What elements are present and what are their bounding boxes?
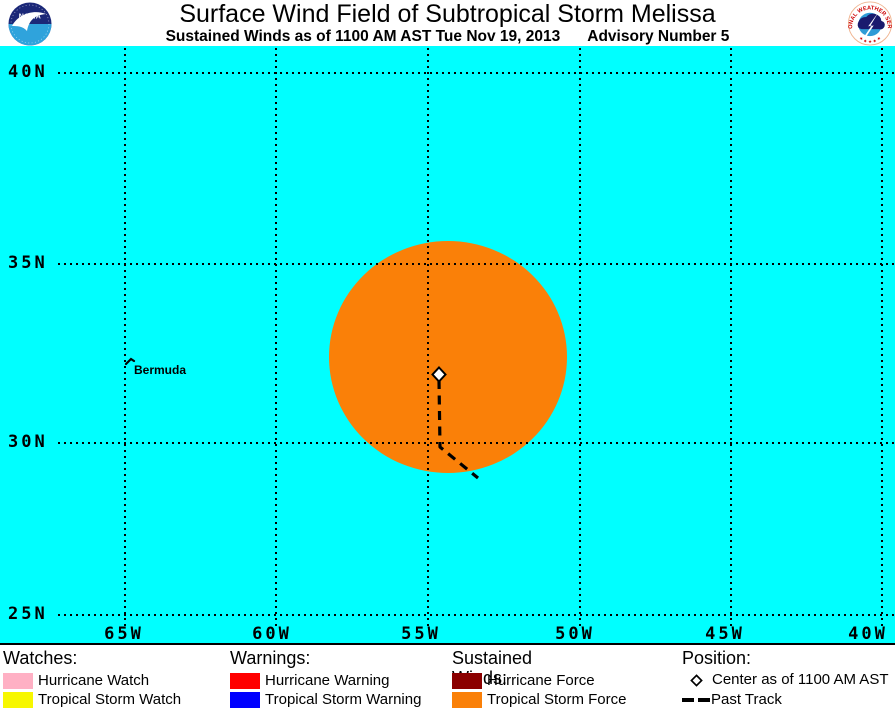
longitude-gridline-50W	[579, 48, 581, 628]
center-position-label: Center as of 1100 AM AST	[712, 671, 889, 688]
legend-item-past-track: Past Track	[682, 692, 782, 708]
longitude-gridline-45W	[730, 48, 732, 628]
map-canvas: Bermuda 40N 35N 30N 25N 65W 60W 55W 50W 45W 40W	[0, 46, 895, 643]
latitude-gridline-35N	[58, 263, 895, 265]
legend-item-center-position: Center as of 1100 AM AST	[690, 672, 888, 688]
nws-logo-stars: ★ ★ ★ ★ ★	[858, 35, 883, 45]
longitude-gridline-55W	[427, 48, 429, 628]
tropical-storm-force-label: Tropical Storm Force	[487, 690, 627, 708]
header: NOAA Surface Wind Field of Subtropical S…	[0, 0, 895, 46]
latitude-label-40N: 40N	[8, 62, 48, 82]
latitude-gridline-40N	[58, 72, 895, 74]
latitude-label-30N: 30N	[8, 432, 48, 452]
warnings-heading: Warnings:	[230, 648, 311, 668]
longitude-label-65W: 65W	[104, 624, 144, 644]
longitude-gridline-40W	[881, 48, 883, 628]
nws-logo: NATIONAL WEATHER SERVICE ★ ★ ★ ★ ★	[847, 1, 893, 46]
noaa-logo: NOAA	[8, 2, 52, 46]
longitude-label-40W: 40W	[848, 624, 888, 644]
noaa-logo-text: NOAA	[19, 14, 42, 21]
advisory-number: Advisory Number 5	[587, 28, 730, 45]
map-border-line	[0, 643, 895, 645]
tropical-storm-force-wind-field	[329, 241, 567, 473]
page-subtitle: Sustained Winds as of 1100 AM AST Tue No…	[0, 28, 895, 45]
legend-item-hurricane-watch: Hurricane Watch	[3, 672, 149, 689]
legend-item-tropical-storm-force: Tropical Storm Force	[452, 691, 626, 708]
legend: Watches: Hurricane Watch Tropical Storm …	[0, 645, 895, 716]
longitude-label-60W: 60W	[252, 624, 292, 644]
wind-field-layer	[329, 241, 567, 473]
svg-text:★ ★ ★ ★ ★: ★ ★ ★ ★ ★	[858, 35, 883, 45]
hurricane-watch-label: Hurricane Watch	[38, 671, 150, 689]
legend-item-hurricane-warning: Hurricane Warning	[230, 672, 390, 689]
tropical-storm-watch-swatch	[3, 691, 33, 708]
latitude-label-35N: 35N	[8, 253, 48, 273]
latitude-label-25N: 25N	[8, 604, 48, 624]
hurricane-warning-label: Hurricane Warning	[265, 671, 390, 689]
bermuda-label: Bermuda	[134, 363, 187, 377]
center-diamond-icon	[690, 673, 703, 687]
longitude-gridline-65W	[124, 48, 126, 628]
past-track-dash-icon	[682, 698, 710, 702]
longitude-label-50W: 50W	[555, 624, 595, 644]
tropical-storm-force-swatch	[452, 691, 482, 708]
tropical-storm-warning-swatch	[230, 691, 260, 708]
hurricane-warning-swatch	[230, 672, 260, 689]
hurricane-watch-swatch	[3, 672, 33, 689]
hurricane-force-label: Hurricane Force	[487, 671, 595, 689]
latitude-gridline-25N	[58, 614, 895, 616]
subtitle-datetime: Sustained Winds as of 1100 AM AST Tue No…	[165, 28, 561, 45]
legend-item-tropical-storm-warning: Tropical Storm Warning	[230, 691, 421, 708]
past-track-label: Past Track	[711, 691, 782, 708]
latitude-gridline-30N	[58, 442, 895, 444]
tropical-storm-warning-label: Tropical Storm Warning	[265, 690, 422, 708]
watches-heading: Watches:	[3, 648, 78, 668]
legend-item-tropical-storm-watch: Tropical Storm Watch	[3, 691, 181, 708]
page-title: Surface Wind Field of Subtropical Storm …	[179, 0, 716, 28]
tropical-storm-watch-label: Tropical Storm Watch	[38, 690, 182, 708]
legend-item-hurricane-force: Hurricane Force	[452, 672, 595, 689]
longitude-gridline-60W	[275, 48, 277, 628]
longitude-label-45W: 45W	[705, 624, 745, 644]
hurricane-force-swatch	[452, 672, 482, 689]
position-heading: Position:	[682, 648, 752, 668]
longitude-label-55W: 55W	[401, 624, 441, 644]
